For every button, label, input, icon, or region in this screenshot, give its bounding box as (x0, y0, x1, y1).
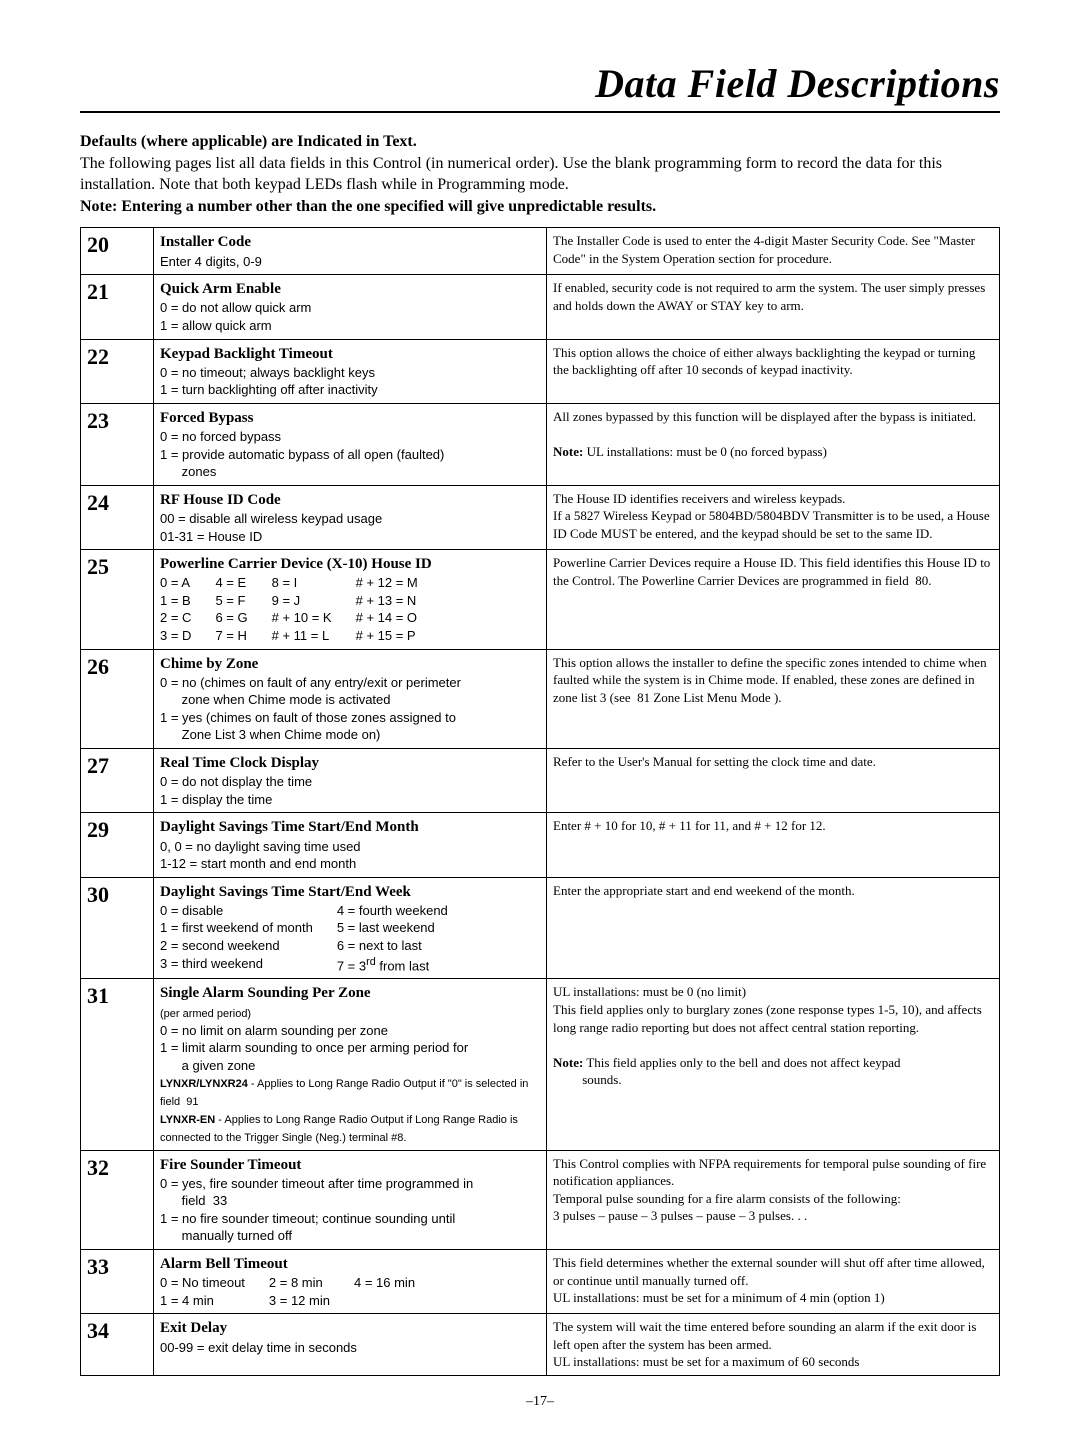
field-title: Chime by Zone (160, 656, 258, 672)
table-row: 21Quick Arm Enable0 = do not allow quick… (81, 275, 1000, 339)
field-title: Single Alarm Sounding Per Zone (160, 985, 371, 1001)
page-title: Data Field Descriptions (80, 60, 1000, 113)
field-left: Chime by Zone0 = no (chimes on fault of … (154, 649, 547, 748)
field-right: This option allows the installer to defi… (547, 649, 1000, 748)
field-right: This field determines whether the extern… (547, 1249, 1000, 1313)
field-left: Real Time Clock Display0 = do not displa… (154, 748, 547, 812)
field-right: If enabled, security code is not require… (547, 275, 1000, 339)
field-number: 31 (81, 979, 154, 1150)
intro-defaults-line: Defaults (where applicable) are Indicate… (80, 133, 417, 150)
field-left: Installer CodeEnter 4 digits, 0-9 (154, 228, 547, 275)
field-left: Powerline Carrier Device (X-10) House ID… (154, 550, 547, 649)
field-left: Alarm Bell Timeout0 = No timeout1 = 4 mi… (154, 1249, 547, 1313)
field-right: Enter the appropriate start and end week… (547, 877, 1000, 979)
fields-table: 20Installer CodeEnter 4 digits, 0-9The I… (80, 227, 1000, 1376)
field-number: 32 (81, 1150, 154, 1249)
field-number: 25 (81, 550, 154, 649)
table-row: 33Alarm Bell Timeout0 = No timeout1 = 4 … (81, 1249, 1000, 1313)
field-number: 21 (81, 275, 154, 339)
table-row: 31Single Alarm Sounding Per Zone(per arm… (81, 979, 1000, 1150)
intro-paragraph: The following pages list all data fields… (80, 155, 942, 194)
table-row: 29Daylight Savings Time Start/End Month0… (81, 813, 1000, 877)
table-row: 24RF House ID Code00 = disable all wirel… (81, 485, 1000, 549)
field-title: Exit Delay (160, 1320, 227, 1336)
field-number: 26 (81, 649, 154, 748)
field-left: Forced Bypass0 = no forced bypass1 = pro… (154, 403, 547, 485)
field-left: Quick Arm Enable0 = do not allow quick a… (154, 275, 547, 339)
field-right: Refer to the User's Manual for setting t… (547, 748, 1000, 812)
field-title: Daylight Savings Time Start/End Week (160, 884, 411, 900)
field-number: 24 (81, 485, 154, 549)
field-left: Daylight Savings Time Start/End Week0 = … (154, 877, 547, 979)
field-title: Alarm Bell Timeout (160, 1256, 288, 1272)
table-row: 22Keypad Backlight Timeout0 = no timeout… (81, 339, 1000, 403)
field-right: The system will wait the time entered be… (547, 1314, 1000, 1376)
intro-note-line: Note: Entering a number other than the o… (80, 198, 656, 215)
field-right: UL installations: must be 0 (no limit)Th… (547, 979, 1000, 1150)
field-number: 30 (81, 877, 154, 979)
table-row: 34Exit Delay00-99 = exit delay time in s… (81, 1314, 1000, 1376)
field-number: 34 (81, 1314, 154, 1376)
table-row: 25Powerline Carrier Device (X-10) House … (81, 550, 1000, 649)
field-left: Keypad Backlight Timeout0 = no timeout; … (154, 339, 547, 403)
field-right: This option allows the choice of either … (547, 339, 1000, 403)
intro-block: Defaults (where applicable) are Indicate… (80, 131, 1000, 217)
field-title: Installer Code (160, 234, 251, 250)
field-number: 20 (81, 228, 154, 275)
field-right: All zones bypassed by this function will… (547, 403, 1000, 485)
field-number: 33 (81, 1249, 154, 1313)
table-row: 26Chime by Zone0 = no (chimes on fault o… (81, 649, 1000, 748)
field-right: Powerline Carrier Devices require a Hous… (547, 550, 1000, 649)
field-title: Fire Sounder Timeout (160, 1157, 301, 1173)
field-title: Powerline Carrier Device (X-10) House ID (160, 556, 432, 572)
table-row: 23Forced Bypass0 = no forced bypass1 = p… (81, 403, 1000, 485)
field-title: Forced Bypass (160, 410, 253, 426)
table-row: 32Fire Sounder Timeout0 = yes, fire soun… (81, 1150, 1000, 1249)
field-number: 27 (81, 748, 154, 812)
field-left: Fire Sounder Timeout0 = yes, fire sounde… (154, 1150, 547, 1249)
field-left: RF House ID Code00 = disable all wireles… (154, 485, 547, 549)
table-row: 27Real Time Clock Display0 = do not disp… (81, 748, 1000, 812)
field-title: RF House ID Code (160, 492, 281, 508)
field-title: Real Time Clock Display (160, 755, 319, 771)
field-number: 23 (81, 403, 154, 485)
field-left: Exit Delay00-99 = exit delay time in sec… (154, 1314, 547, 1376)
field-left: Single Alarm Sounding Per Zone(per armed… (154, 979, 547, 1150)
page-number: –17– (80, 1394, 1000, 1410)
table-row: 20Installer CodeEnter 4 digits, 0-9The I… (81, 228, 1000, 275)
field-number: 29 (81, 813, 154, 877)
field-number: 22 (81, 339, 154, 403)
field-right: Enter # + 10 for 10, # + 11 for 11, and … (547, 813, 1000, 877)
field-right: This Control complies with NFPA requirem… (547, 1150, 1000, 1249)
field-right: The Installer Code is used to enter the … (547, 228, 1000, 275)
field-title: Daylight Savings Time Start/End Month (160, 819, 419, 835)
table-row: 30Daylight Savings Time Start/End Week0 … (81, 877, 1000, 979)
field-title: Quick Arm Enable (160, 281, 281, 297)
field-title: Keypad Backlight Timeout (160, 346, 333, 362)
field-right: The House ID identifies receivers and wi… (547, 485, 1000, 549)
field-left: Daylight Savings Time Start/End Month0, … (154, 813, 547, 877)
